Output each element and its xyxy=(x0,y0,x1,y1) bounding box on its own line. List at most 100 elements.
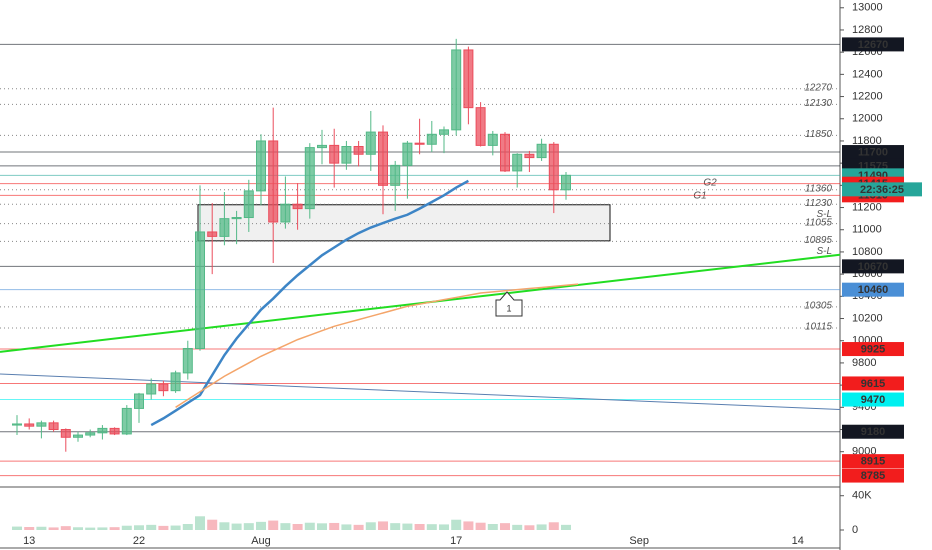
volume-tick-label: 0 xyxy=(852,524,858,536)
volume-bar xyxy=(451,519,462,530)
candle-body xyxy=(170,372,181,392)
candle-body xyxy=(48,422,59,431)
price-label: 11700 xyxy=(858,146,888,158)
volume-bar xyxy=(170,525,181,530)
candle-body xyxy=(451,49,462,131)
price-label: 9925 xyxy=(861,343,885,355)
marker-callout xyxy=(495,291,523,317)
candle-body xyxy=(500,133,510,172)
candle-body xyxy=(426,133,437,145)
y-tick-label: 12800 xyxy=(852,24,883,36)
volume-bar xyxy=(390,523,401,530)
volume-bar xyxy=(329,522,340,530)
candle-body xyxy=(195,231,205,349)
candle-body xyxy=(60,429,71,438)
candle-body xyxy=(231,217,242,220)
volume-bar xyxy=(85,527,96,530)
candle-body xyxy=(134,393,144,409)
volume-bar xyxy=(121,525,132,530)
volume-bar xyxy=(536,524,547,530)
candle-body xyxy=(182,347,193,374)
candle-body xyxy=(475,107,486,146)
candle-body xyxy=(24,423,35,427)
candle-body xyxy=(97,427,108,434)
candle-body xyxy=(280,203,291,223)
price-label: 9470 xyxy=(861,394,885,406)
volume-bar xyxy=(207,519,218,530)
volume-bar xyxy=(426,524,437,530)
price-label-box xyxy=(842,342,904,357)
volume-bar xyxy=(487,524,498,530)
volume-bar xyxy=(304,522,315,530)
volume-bar xyxy=(48,527,59,530)
x-tick-label: Aug xyxy=(251,535,271,547)
candle-body xyxy=(73,434,83,438)
candle-body xyxy=(463,49,474,109)
price-label: 12670 xyxy=(858,39,889,51)
x-tick-label: 17 xyxy=(450,535,462,547)
goal-label: G2 xyxy=(703,177,717,188)
volume-tick-label: 40K xyxy=(852,490,872,502)
x-tick-label: 14 xyxy=(792,535,804,547)
stop-label: S-L xyxy=(816,246,832,257)
volume-bar xyxy=(195,516,205,530)
candle-body xyxy=(512,153,523,172)
stop-label: S-L xyxy=(816,209,832,220)
volume-bar xyxy=(24,527,35,530)
candle-body xyxy=(353,145,364,155)
candle-body xyxy=(402,142,413,166)
candle-body xyxy=(292,203,303,210)
candle-body xyxy=(378,131,388,186)
price-label-box xyxy=(842,282,904,297)
x-tick-label: 22 xyxy=(133,535,145,547)
candle-body xyxy=(207,231,218,237)
candle-body xyxy=(12,423,22,426)
volume-bar xyxy=(256,521,266,530)
candle-body xyxy=(561,174,571,191)
volume-bar xyxy=(231,523,242,530)
candle-body xyxy=(146,383,157,395)
candle-body xyxy=(487,133,498,146)
volume-bar xyxy=(475,522,486,530)
x-tick-label: Sep xyxy=(629,535,649,547)
countdown-box xyxy=(842,182,922,197)
price-label-box xyxy=(842,468,904,483)
level-label: 11850 xyxy=(805,129,833,140)
volume-bar xyxy=(439,524,449,530)
candle-body xyxy=(414,142,425,145)
goal-label: G1 xyxy=(693,190,706,201)
x-tick-label: 13 xyxy=(23,535,35,547)
volume-bar xyxy=(353,524,364,530)
y-tick-label: 12000 xyxy=(852,113,883,125)
candle-body xyxy=(36,422,47,427)
level-label: 10305 xyxy=(804,301,832,312)
price-label-box xyxy=(842,454,904,469)
level-label: 11055 xyxy=(805,217,833,228)
level-label: 10115 xyxy=(805,322,833,333)
volume-bar xyxy=(500,523,510,530)
volume-bar xyxy=(561,524,571,530)
price-label: 8915 xyxy=(861,456,885,468)
candle-body xyxy=(536,143,547,159)
y-tick-label: 11000 xyxy=(852,224,882,236)
candle-body xyxy=(256,140,266,192)
candle-body xyxy=(304,147,315,210)
price-label-box xyxy=(842,145,904,160)
candle-body xyxy=(243,190,254,219)
volume-bar xyxy=(378,521,388,530)
volume-bar xyxy=(268,520,279,530)
candle-body xyxy=(390,164,401,186)
volume-bar xyxy=(548,522,559,530)
price-label-box xyxy=(842,376,904,391)
y-tick-label: 11800 xyxy=(852,135,882,147)
volume-bar xyxy=(219,522,230,530)
volume-bar xyxy=(402,523,413,530)
price-label: 9180 xyxy=(861,426,885,438)
y-tick-label: 10800 xyxy=(852,246,883,258)
candle-body xyxy=(439,129,449,135)
zone-box xyxy=(197,204,611,242)
level-label: 10895 xyxy=(804,235,832,246)
level-label: 12270 xyxy=(804,82,832,93)
volume-bar xyxy=(365,522,376,530)
